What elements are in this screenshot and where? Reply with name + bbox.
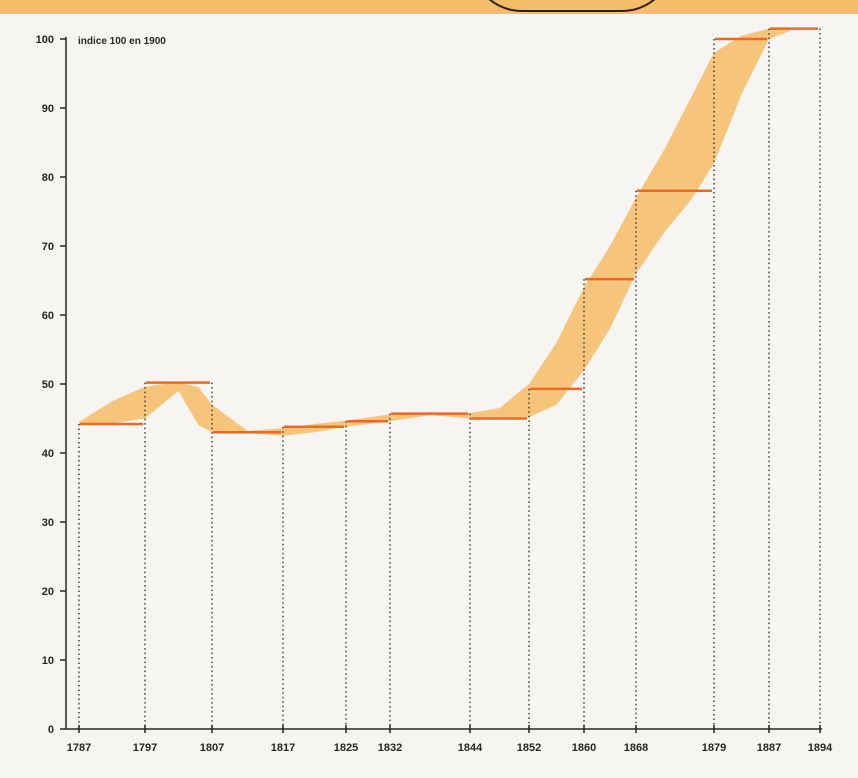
y-tick-label: 60	[42, 310, 54, 322]
x-tick-label: 1832	[378, 742, 402, 754]
price-range-band	[79, 28, 791, 436]
y-tick-label: 10	[42, 655, 54, 667]
y-tick-label: 30	[42, 517, 54, 529]
y-tick-label: 70	[42, 241, 54, 253]
x-tick-label: 1887	[757, 742, 781, 754]
x-tick-label: 1852	[517, 742, 541, 754]
y-tick-label: 0	[48, 724, 54, 736]
x-tick-label: 1797	[133, 742, 157, 754]
x-tick-label: 1825	[334, 742, 358, 754]
x-tick-label: 1860	[572, 742, 596, 754]
y-axis-title: indice 100 en 1900	[78, 36, 166, 47]
x-tick-label: 1879	[702, 742, 726, 754]
y-tick-label: 80	[42, 172, 54, 184]
y-tick-label: 20	[42, 586, 54, 598]
x-tick-label: 1868	[624, 742, 648, 754]
y-tick-label: 100	[36, 34, 54, 46]
x-tick-label: 1817	[271, 742, 295, 754]
y-tick-label: 40	[42, 448, 54, 460]
y-tick-label: 50	[42, 379, 54, 391]
x-tick-label: 1844	[458, 742, 483, 754]
x-tick-label: 1787	[67, 742, 91, 754]
top-banner	[0, 0, 858, 14]
x-tick-label: 1807	[200, 742, 224, 754]
x-tick-label: 1894	[808, 742, 833, 754]
y-tick-label: 90	[42, 103, 54, 115]
